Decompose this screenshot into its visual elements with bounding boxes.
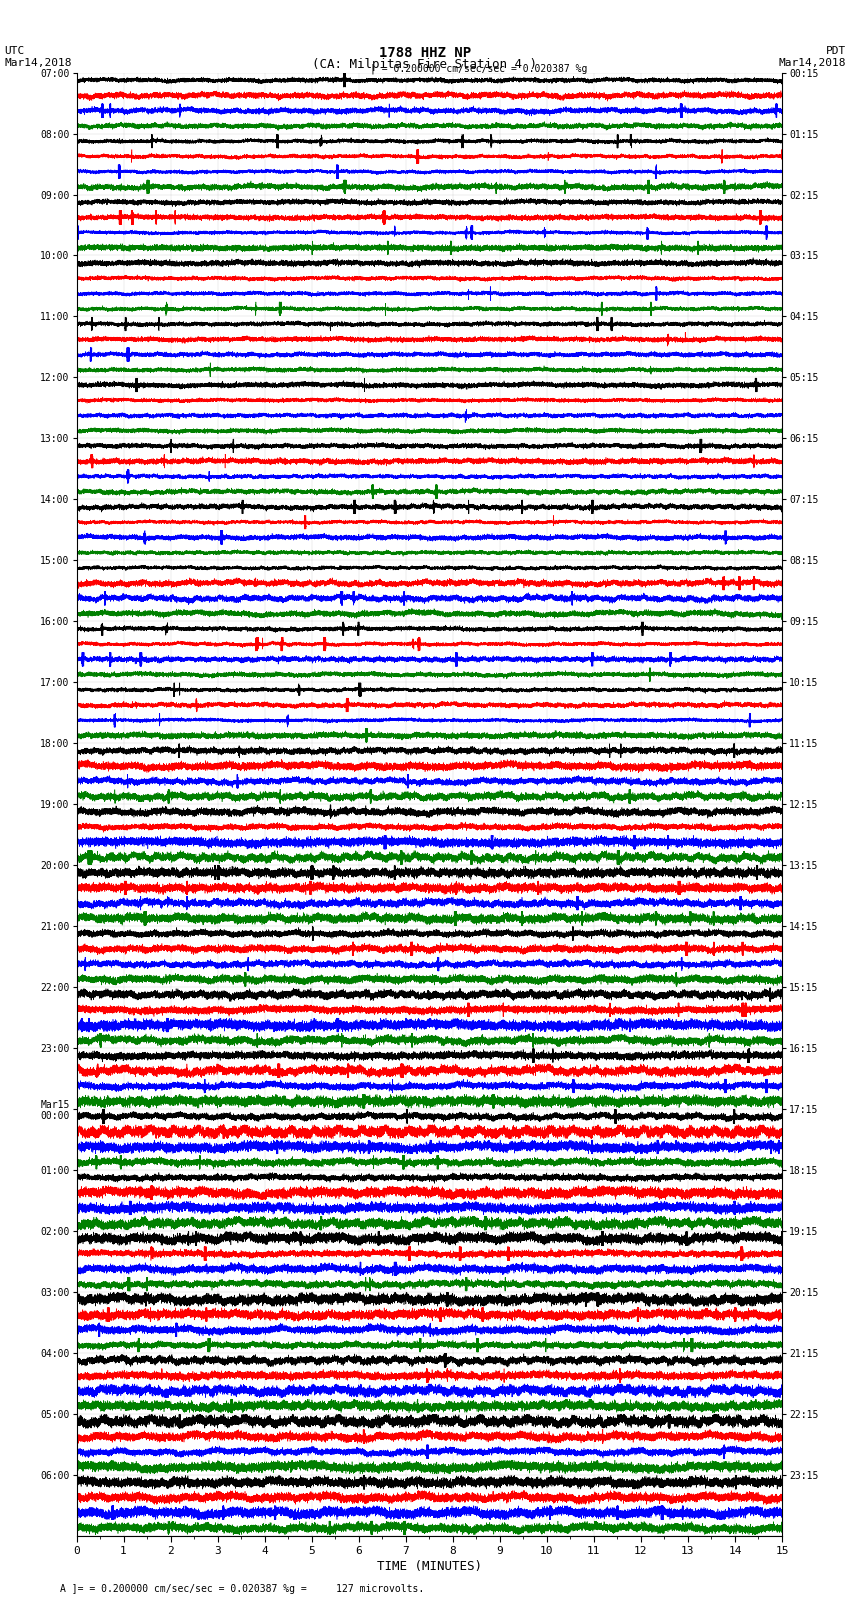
Text: (CA: Milpitas Fire Station 4 ): (CA: Milpitas Fire Station 4 ) (313, 58, 537, 71)
Text: PDT: PDT (825, 45, 846, 56)
X-axis label: TIME (MINUTES): TIME (MINUTES) (377, 1560, 482, 1573)
Text: UTC: UTC (4, 45, 25, 56)
Text: 1788 HHZ NP: 1788 HHZ NP (379, 45, 471, 60)
Text: Mar14,2018: Mar14,2018 (779, 58, 846, 68)
Text: Mar14,2018: Mar14,2018 (4, 58, 71, 68)
Text: | = 0.200000 cm/sec/sec = 0.020387 %g: | = 0.200000 cm/sec/sec = 0.020387 %g (370, 65, 587, 74)
Text: A ]= = 0.200000 cm/sec/sec = 0.020387 %g =     127 microvolts.: A ]= = 0.200000 cm/sec/sec = 0.020387 %g… (60, 1584, 424, 1594)
